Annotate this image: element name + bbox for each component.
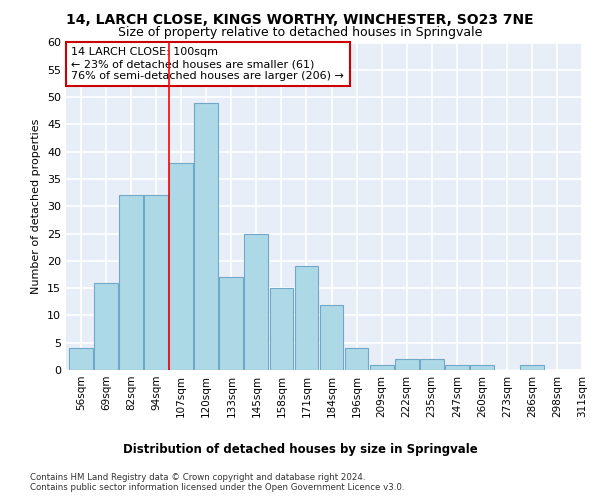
Bar xyxy=(244,234,268,370)
Bar xyxy=(370,364,394,370)
Text: 14, LARCH CLOSE, KINGS WORTHY, WINCHESTER, SO23 7NE: 14, LARCH CLOSE, KINGS WORTHY, WINCHESTE… xyxy=(66,12,534,26)
Bar xyxy=(194,102,218,370)
Bar xyxy=(169,162,193,370)
Bar xyxy=(220,277,243,370)
Bar xyxy=(94,282,118,370)
Bar xyxy=(344,348,368,370)
Bar xyxy=(470,364,494,370)
Bar xyxy=(295,266,319,370)
Text: Contains HM Land Registry data © Crown copyright and database right 2024.: Contains HM Land Registry data © Crown c… xyxy=(30,472,365,482)
Bar xyxy=(69,348,93,370)
Bar xyxy=(119,196,143,370)
Y-axis label: Number of detached properties: Number of detached properties xyxy=(31,118,41,294)
Text: 14 LARCH CLOSE: 100sqm
← 23% of detached houses are smaller (61)
76% of semi-det: 14 LARCH CLOSE: 100sqm ← 23% of detached… xyxy=(71,48,344,80)
Bar xyxy=(269,288,293,370)
Text: Size of property relative to detached houses in Springvale: Size of property relative to detached ho… xyxy=(118,26,482,39)
Bar xyxy=(520,364,544,370)
Text: Distribution of detached houses by size in Springvale: Distribution of detached houses by size … xyxy=(122,442,478,456)
Bar xyxy=(395,359,419,370)
Bar xyxy=(420,359,443,370)
Text: Contains public sector information licensed under the Open Government Licence v3: Contains public sector information licen… xyxy=(30,484,404,492)
Bar xyxy=(144,196,168,370)
Bar xyxy=(320,304,343,370)
Bar xyxy=(445,364,469,370)
